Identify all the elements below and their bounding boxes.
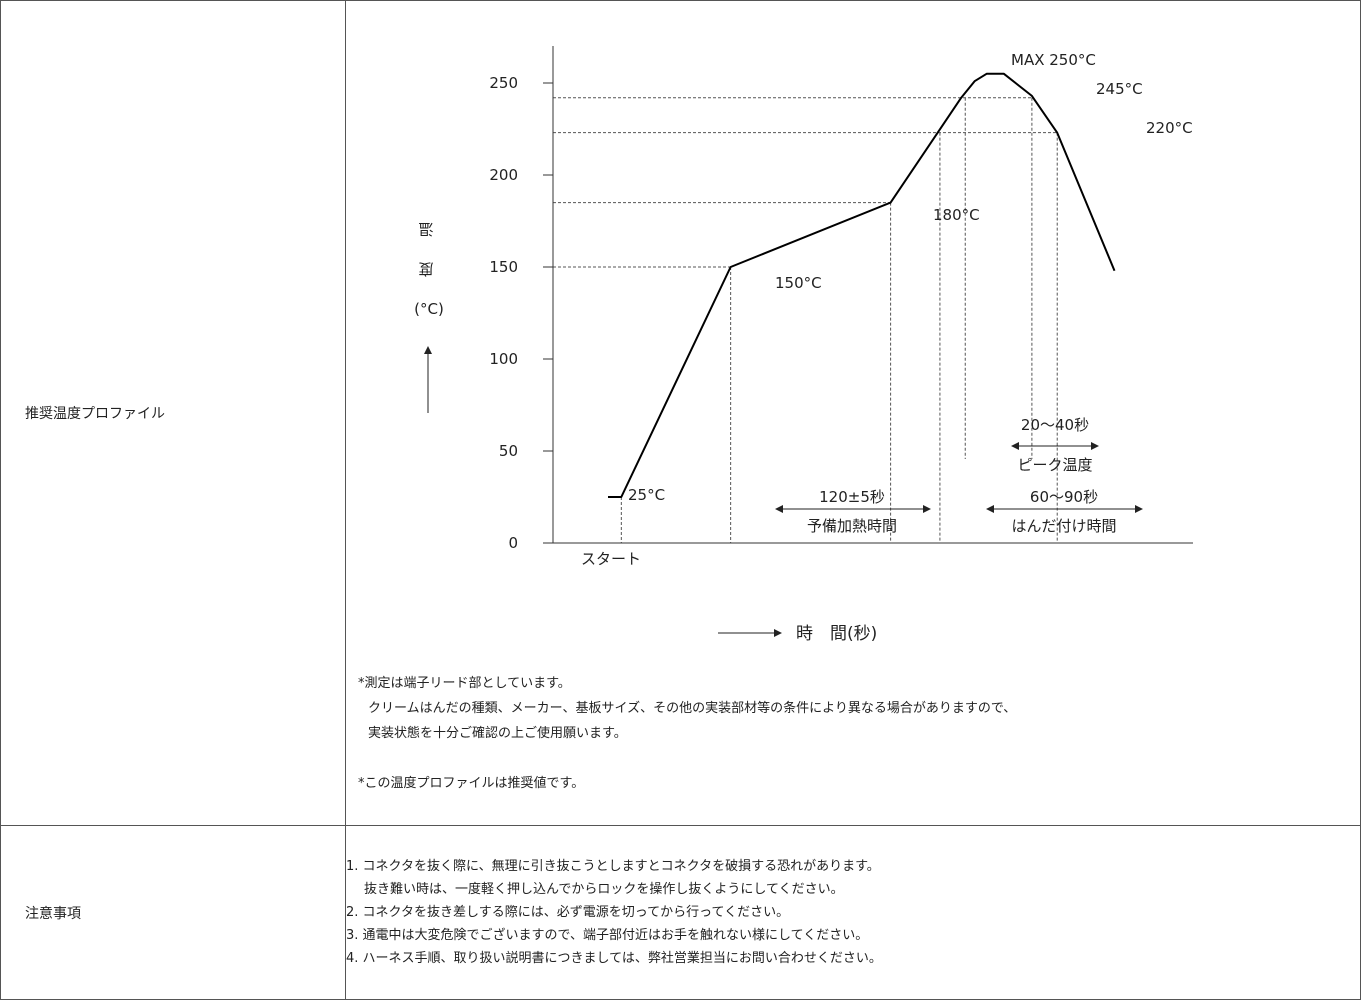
x-label-text: 時 間(秒) <box>796 624 877 644</box>
start-label: スタート <box>581 550 641 568</box>
soldering-time: 60〜90秒 <box>1030 488 1098 506</box>
point-labels: 25°C 150°C 180°C MAX 250°C 245°C 220°C <box>628 51 1193 504</box>
profile-notes: *測定は端子リード部としています。 クリームはんだの種類、メーカー、基板サイズ、… <box>358 671 1016 796</box>
profile-label-cell: 推奨温度プロファイル <box>0 0 346 826</box>
cautions-label-cell: 注意事項 <box>0 825 346 1000</box>
note-line: *この温度プロファイルは推奨値です。 <box>358 776 585 791</box>
y-tick-label: 250 <box>489 74 518 92</box>
y-tick-label: 150 <box>489 258 518 276</box>
label-25c: 25°C <box>628 486 665 504</box>
chart-axes <box>552 46 1193 544</box>
cautions-content-cell: 1. コネクタを抜く際に、無理に引き抜こうとしますとコネクタを破損する恐れがあり… <box>345 825 1361 1000</box>
peak-time: 20〜40秒 <box>1021 416 1089 434</box>
y-label-char: 温 <box>418 220 433 238</box>
guide-lines <box>553 97 1058 543</box>
caution-item: 4. ハーネス手順、取り扱い説明書につきましては、弊社営業担当にお問い合わせくだ… <box>346 951 882 966</box>
label-180c: 180°C <box>933 206 980 224</box>
y-axis-label: 温 度 (°C) <box>414 220 444 413</box>
temperature-profile-chart: 0 50 100 150 200 250 温 度 (°C) 25°C 150°C 180°… <box>414 46 1193 644</box>
y-tick-label: 50 <box>499 442 518 460</box>
label-150c: 150°C <box>775 274 822 292</box>
profile-content-cell: 0 50 100 150 200 250 温 度 (°C) 25°C 150°C 180°… <box>345 0 1361 826</box>
note-line: クリームはんだの種類、メーカー、基板サイズ、その他の実装部材等の条件により異なる… <box>368 701 1017 716</box>
cautions-label: 注意事項 <box>25 905 81 922</box>
soldering-caption: はんだ付け時間 <box>1011 517 1116 535</box>
y-ticks: 0 50 100 150 200 250 <box>489 74 553 552</box>
peak-caption: ピーク温度 <box>1017 456 1092 474</box>
note-line: *測定は端子リード部としています。 <box>358 676 571 691</box>
caution-item: 2. コネクタを抜き差しする際には、必ず電源を切ってから行ってください。 <box>346 905 790 920</box>
caution-item: 1. コネクタを抜く際に、無理に引き抜こうとしますとコネクタを破損する恐れがあり… <box>346 859 880 874</box>
caution-item: 抜き難い時は、一度軽く押し込んでからロックを操作し抜くようにしてください。 <box>364 882 844 897</box>
y-tick-label: 0 <box>508 534 518 552</box>
y-label-unit: (°C) <box>414 300 444 318</box>
cautions-row: 注意事項 1. コネクタを抜く際に、無理に引き抜こうとしますとコネクタを破損する… <box>0 825 1361 1000</box>
caution-item: 3. 通電中は大変危険でございますので、端子部付近はお手を触れない様にしてくださ… <box>346 928 869 943</box>
preheat-time: 120±5秒 <box>819 488 885 506</box>
y-tick-label: 200 <box>489 166 518 184</box>
label-220c: 220°C <box>1146 119 1193 137</box>
temperature-curve <box>608 72 1116 498</box>
label-245c: 245°C <box>1096 80 1143 98</box>
note-spacer <box>358 746 1016 771</box>
label-max-250c: MAX 250°C <box>1011 51 1096 69</box>
x-axis-label: 時 間(秒) <box>718 624 877 644</box>
profile-label: 推奨温度プロファイル <box>25 406 165 422</box>
y-tick-label: 100 <box>489 350 518 368</box>
time-intervals: 120±5秒 予備加熱時間 60〜90秒 はんだ付け時間 20〜40秒 ピーク温… <box>775 416 1143 535</box>
preheat-caption: 予備加熱時間 <box>807 517 897 535</box>
profile-row: 推奨温度プロファイル 0 50 100 150 200 250 <box>0 0 1361 826</box>
y-label-char: 度 <box>418 260 433 278</box>
note-line: 実装状態を十分ご確認の上ご使用願います。 <box>368 726 627 741</box>
